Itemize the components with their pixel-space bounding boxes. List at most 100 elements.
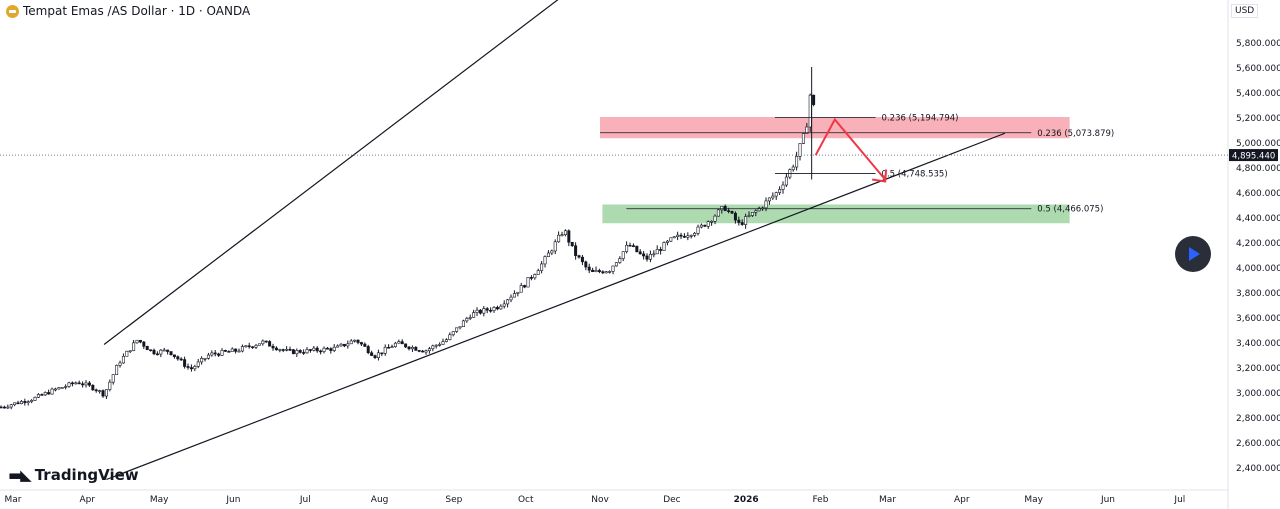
candle-body [737, 219, 741, 223]
candle-body [91, 384, 95, 391]
candle-body [523, 285, 527, 288]
support-zone [602, 204, 1070, 224]
candle-body [465, 318, 469, 322]
candle-body [546, 252, 550, 257]
y-tick-label: 5,000.000 [1236, 139, 1280, 149]
candle-body [417, 350, 421, 352]
symbol-title[interactable]: Tempat Emas /AS Dollar · 1D · OANDA [6, 4, 250, 18]
candle-body [257, 343, 261, 346]
candle-body [220, 349, 224, 356]
candle-body [346, 343, 350, 347]
candle-body [682, 235, 686, 238]
channel-lower-line [106, 132, 1006, 481]
candle-body [121, 355, 125, 364]
candle-body [489, 309, 493, 312]
candle-body [550, 250, 554, 254]
fib-level-label: 0.236 (5,073.879) [1037, 129, 1114, 139]
tradingview-logo[interactable]: ▬◣ TradingView [8, 466, 139, 484]
candle-body [118, 362, 122, 366]
x-tick-label: Sep [445, 495, 462, 505]
candle-body [397, 341, 401, 344]
x-tick-label: Jun [1100, 495, 1115, 505]
candle-body [281, 349, 285, 351]
candle-body [767, 197, 771, 202]
candle-body [560, 234, 564, 236]
candle-body [795, 156, 799, 168]
candle-body [315, 347, 319, 352]
candle-body [601, 271, 605, 274]
candle-body [108, 381, 112, 390]
candle-body [526, 277, 530, 288]
candle-body [183, 359, 187, 367]
candle-body [145, 345, 149, 351]
candle-body [740, 222, 744, 225]
candle-body [655, 249, 659, 255]
candle-body [478, 309, 482, 314]
candle-body [206, 354, 210, 359]
candle-body [393, 342, 397, 348]
candle-body [319, 350, 323, 353]
candle-body [495, 307, 499, 310]
candle-body [312, 347, 316, 351]
candle-body [781, 184, 785, 190]
currency-button[interactable]: USD [1231, 4, 1259, 18]
y-tick-label: 4,600.000 [1236, 189, 1280, 199]
x-tick-label: Aug [371, 495, 389, 505]
candle-body [686, 235, 690, 238]
candle-body [142, 341, 146, 347]
candle-body [244, 345, 248, 348]
candle-body [502, 303, 506, 307]
candle-body [563, 230, 567, 235]
candle-body [33, 396, 37, 401]
candle-body [16, 402, 20, 405]
candle-body [482, 308, 486, 314]
candle-body [125, 350, 129, 357]
candle-body [400, 341, 404, 345]
candle-body [431, 345, 435, 350]
last-price-badge [1229, 149, 1278, 162]
candle-body [203, 357, 207, 360]
projection-arrow [814, 117, 886, 181]
candle-body [308, 349, 312, 351]
candle-body [669, 237, 673, 242]
candle-body [580, 256, 584, 263]
candle-body [332, 346, 336, 351]
candle-body [427, 348, 431, 352]
logo-text: TradingView [34, 466, 139, 484]
candle-body [662, 242, 666, 251]
candle-body [247, 345, 251, 348]
candle-body [472, 312, 476, 318]
candle-body [342, 343, 346, 347]
candle-body [152, 349, 156, 355]
candle-body [448, 334, 452, 340]
candle-body [47, 392, 51, 395]
candle-body [278, 349, 282, 351]
candle-body [138, 339, 142, 343]
candle-body [635, 245, 639, 253]
candle-body [621, 251, 625, 259]
candle-body [604, 271, 608, 274]
candle-body [251, 346, 255, 349]
candle-body [642, 253, 646, 257]
candle-body [611, 265, 615, 272]
candle-body [264, 340, 268, 343]
candle-body [298, 350, 302, 353]
y-tick-label: 4,400.000 [1236, 214, 1280, 224]
candle-body [713, 215, 717, 222]
candle-body [543, 256, 547, 265]
candle-body [23, 401, 27, 404]
x-tick-label: 2026 [734, 495, 759, 505]
y-tick-label: 3,200.000 [1236, 364, 1280, 374]
candle-body [81, 383, 85, 386]
play-button[interactable] [1175, 236, 1211, 272]
candle-body [570, 241, 574, 247]
candle-body [458, 326, 462, 329]
candle-body [801, 133, 805, 144]
candle-body [101, 390, 105, 397]
candle-body [36, 394, 40, 398]
candle-body [50, 388, 54, 395]
candle-body [0, 406, 3, 409]
tradingview-mark-icon: ▬◣ [8, 466, 32, 484]
candle-body [720, 206, 724, 211]
